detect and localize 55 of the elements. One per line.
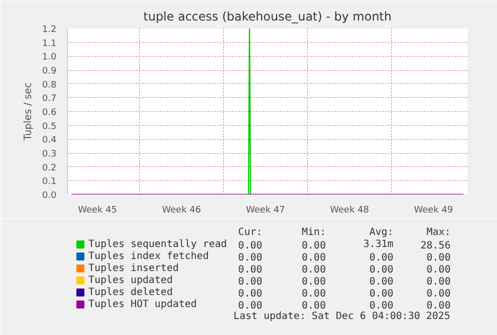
text: 0.00: [426, 300, 451, 312]
y-tick-label: 0.4: [42, 136, 57, 146]
legend-label: Tuples updated: [88, 275, 173, 286]
y-tick-label: 0.2: [42, 163, 57, 174]
text: 0.00: [426, 252, 451, 264]
text: 0.00: [426, 264, 451, 276]
y-tick-label: 0.7: [42, 94, 57, 104]
text: Max:: [426, 227, 451, 238]
text: Cur:: [238, 227, 262, 238]
text: 0.00: [238, 240, 262, 252]
legend-label: Tuples HOT updated: [88, 299, 197, 310]
text: 0.00: [369, 300, 394, 312]
text: 0.00: [238, 300, 262, 312]
x-tick-label: Week 47: [246, 206, 285, 216]
text: 0.00: [369, 252, 394, 264]
text: 0.00: [238, 264, 262, 276]
text: 3.31m: [363, 239, 394, 250]
y-tick-label: 1.0: [42, 52, 57, 63]
legend-label: Tuples index fetched: [88, 251, 209, 262]
text: 0.00: [369, 264, 394, 276]
text: 0.00: [302, 264, 326, 276]
legend-label: Tuples inserted: [88, 263, 179, 274]
text: Last update: Sat Dec 6 04:00:30 2025: [233, 311, 450, 322]
x-tick-label: Week 46: [162, 206, 202, 216]
x-tick-label: Week 45: [78, 206, 117, 216]
text: 0.00: [302, 300, 326, 312]
y-tick-label: 0.6: [42, 108, 57, 118]
text: 0.00: [426, 288, 451, 300]
x-tick-label: Week 49: [414, 206, 454, 216]
text: 0.00: [238, 288, 262, 300]
text: 0.00: [238, 276, 262, 288]
text: 28.56: [420, 240, 451, 252]
text: 0.00: [302, 240, 326, 252]
y-axis-title: Tuples / sec: [23, 82, 34, 142]
x-tick-label: Week 48: [330, 206, 370, 216]
y-tick-label: 0.3: [42, 150, 57, 160]
legend-label: Tuples deleted: [88, 287, 173, 298]
text: 0.00: [369, 288, 394, 300]
text: 0.00: [426, 276, 451, 288]
y-tick-label: 1.1: [42, 38, 57, 49]
y-tick-label: 0.9: [42, 66, 57, 76]
y-tick-label: 1.2: [42, 25, 57, 35]
y-tick-label: 0.1: [42, 177, 57, 188]
text: Avg:: [369, 227, 394, 238]
chart-title: tuple access (bakehouse_uat) - by month: [143, 10, 392, 24]
text: 0.00: [302, 252, 326, 264]
y-tick-label: 0.8: [42, 80, 57, 90]
y-tick-label: 0.0: [42, 191, 57, 201]
text: 0.00: [238, 252, 262, 264]
text: 0.00: [302, 276, 326, 288]
legend-label: Tuples sequentally read: [88, 239, 227, 250]
text: Min:: [302, 227, 326, 238]
y-tick-label: 0.5: [42, 122, 57, 132]
text: 0.00: [369, 276, 394, 288]
text: 0.00: [302, 288, 326, 300]
